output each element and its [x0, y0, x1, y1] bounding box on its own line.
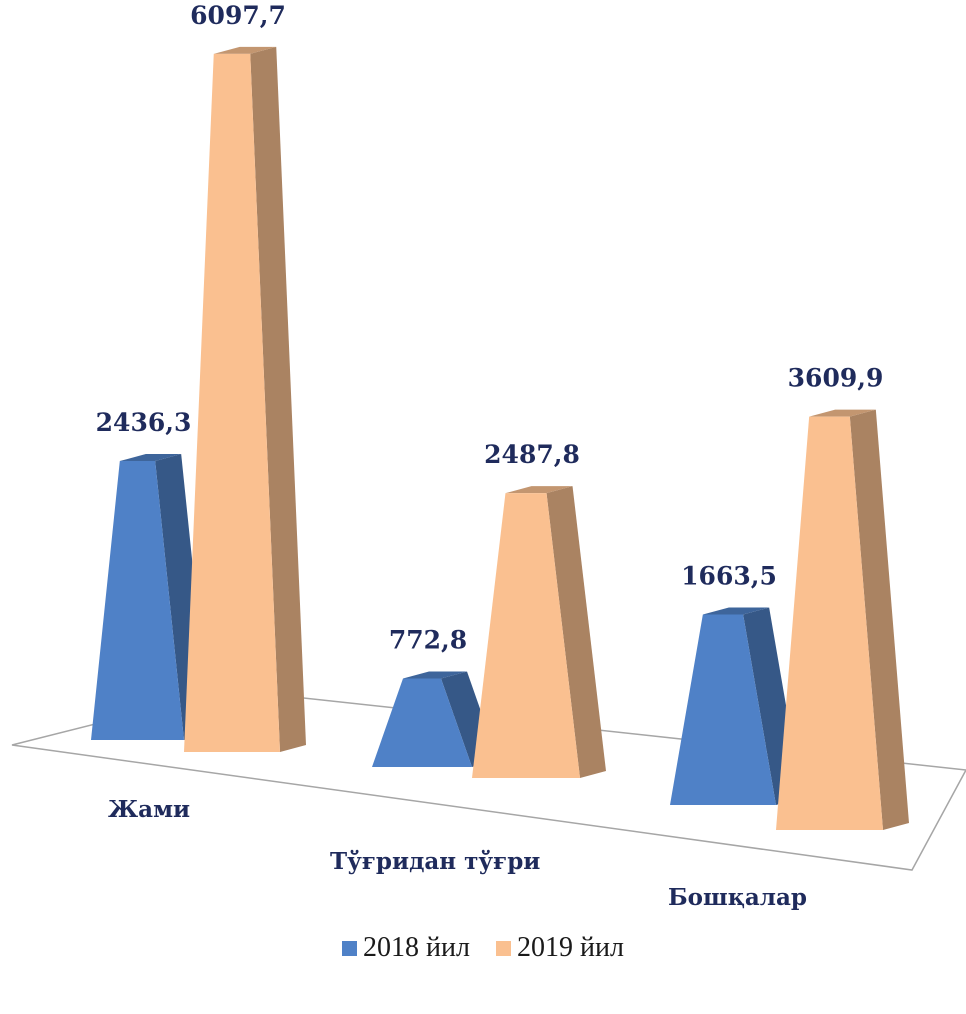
category-labels-layer: Жами Тўғридан тўғри Бошқалар: [108, 796, 807, 911]
legend-label: 2019 йил: [517, 932, 624, 963]
data-label: 1663,5: [681, 562, 777, 591]
bars-layer: [91, 46, 909, 830]
bar-top: [505, 486, 573, 494]
category-label: Жами: [108, 796, 190, 823]
bar-1-1: [472, 493, 580, 778]
bar-side: [250, 46, 306, 752]
bar-2-0: [670, 614, 776, 805]
bar-top: [702, 607, 770, 615]
legend-label: 2018 йил: [363, 932, 470, 963]
bar-top: [809, 409, 876, 417]
legend: 2018 йил 2019 йил: [0, 932, 966, 964]
data-label: 772,8: [389, 626, 467, 655]
bar-1-0: [372, 678, 472, 767]
data-label: 2436,3: [96, 408, 192, 437]
category-label: Тўғридан тўғри: [330, 848, 540, 875]
legend-swatch: [496, 940, 511, 956]
legend-swatch: [342, 940, 358, 956]
legend-item: 2019 йил: [496, 932, 624, 964]
bar-top: [403, 671, 467, 679]
bar-side: [546, 486, 606, 778]
data-label: 3609,9: [788, 364, 884, 393]
data-label: 6097,7: [190, 1, 286, 30]
category-label: Бошқалар: [668, 884, 807, 911]
legend-item: 2018 йил: [342, 932, 470, 964]
bar-0-0: [91, 461, 184, 740]
data-label: 2487,8: [484, 440, 580, 469]
bar-top: [213, 46, 277, 54]
bar-top: [119, 454, 182, 462]
bar-0-1: [184, 53, 280, 752]
value-labels-layer: 2436,3 6097,7 772,8 2487,8 1663,5 3609,9: [96, 1, 884, 655]
bar-2-1: [776, 416, 883, 830]
bar-side: [849, 409, 909, 830]
